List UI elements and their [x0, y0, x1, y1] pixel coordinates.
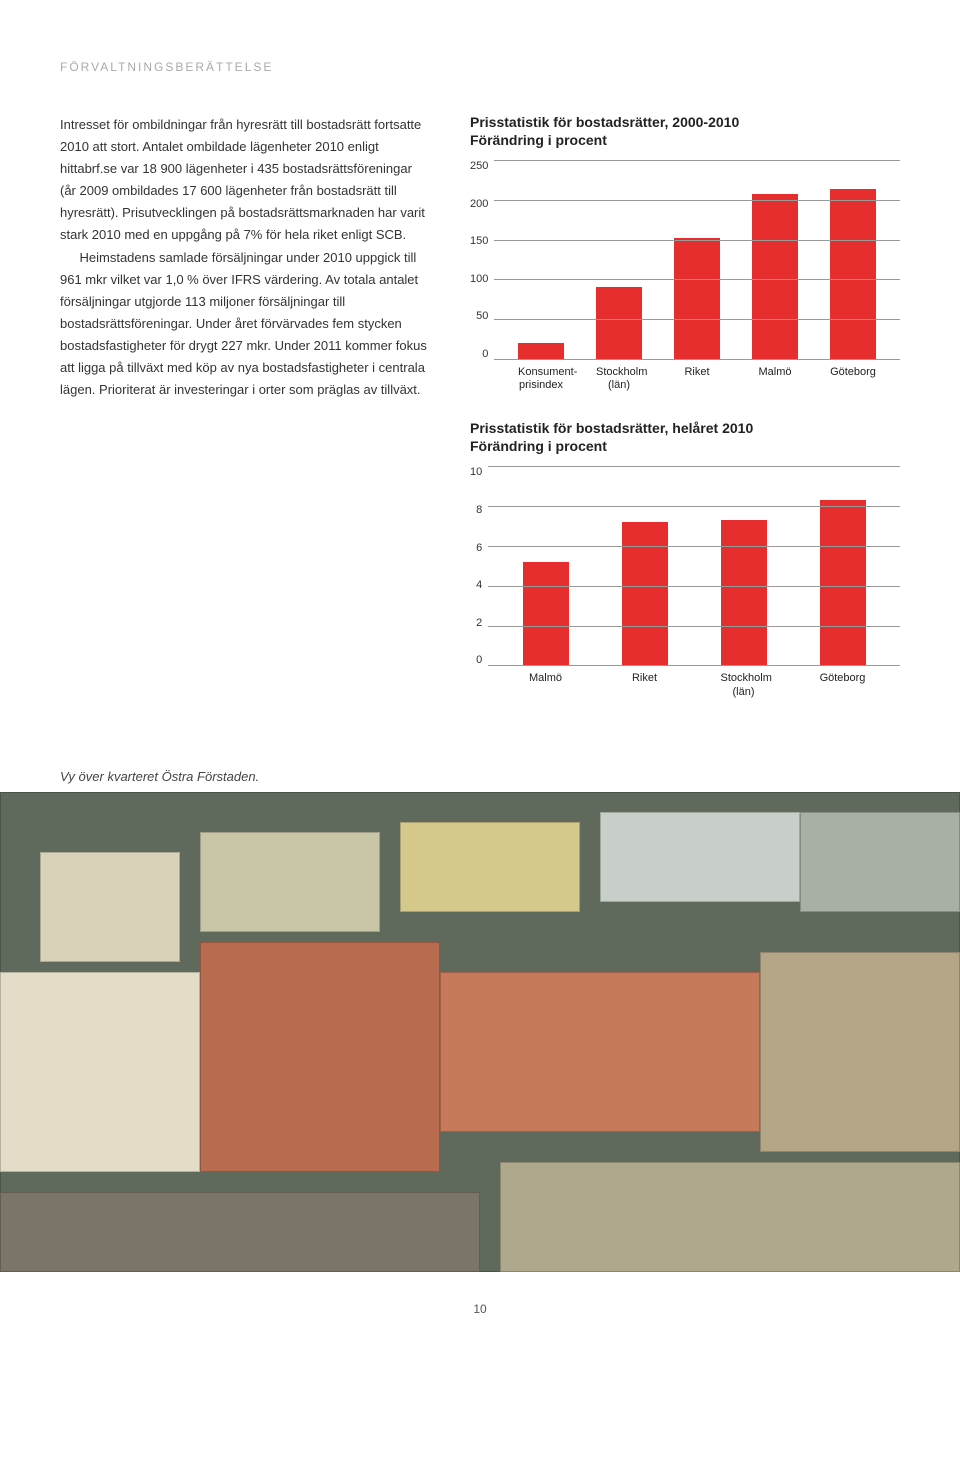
chart1-subtitle: Förändring i procent [470, 132, 900, 148]
bar [523, 562, 569, 665]
chart2-y-axis: 10 8 6 4 2 0 [470, 466, 488, 666]
bar [830, 189, 876, 359]
y-tick-label: 6 [476, 542, 482, 554]
photo-caption: Vy över kvarteret Östra Förstaden. [60, 769, 960, 784]
x-tick-label: Göteborg [820, 672, 866, 698]
chart-2000-2010: Prisstatistik för bostadsrätter, 2000-20… [470, 114, 900, 392]
y-tick-label: 4 [476, 579, 482, 591]
body-paragraph: Intresset för ombildningar från hyresrät… [60, 114, 430, 247]
bar [518, 343, 564, 359]
y-tick-label: 200 [470, 198, 488, 210]
building-block [440, 972, 760, 1132]
bar [721, 520, 767, 665]
building-block [200, 832, 380, 932]
y-tick-label: 10 [470, 466, 482, 478]
building-block [0, 972, 200, 1172]
aerial-photo [0, 792, 960, 1272]
building-block [0, 1192, 480, 1272]
chart1-plot [494, 160, 900, 360]
x-tick-label: Malmö [752, 366, 798, 392]
y-tick-label: 250 [470, 160, 488, 172]
chart2-subtitle: Förändring i procent [470, 438, 900, 454]
gridline [488, 466, 900, 467]
bar [596, 287, 642, 359]
x-tick-label: Stockholm (län) [721, 672, 767, 698]
building-block [200, 942, 440, 1172]
bar [674, 238, 720, 359]
x-tick-label: Konsument- prisindex [518, 366, 564, 392]
chart1-title: Prisstatistik för bostadsrätter, 2000-20… [470, 114, 900, 130]
gridline [488, 586, 900, 587]
gridline [488, 546, 900, 547]
bar [752, 194, 798, 359]
building-block [800, 812, 960, 912]
gridline [488, 626, 900, 627]
y-tick-label: 8 [476, 504, 482, 516]
chart2-plot [488, 466, 900, 666]
charts-column: Prisstatistik för bostadsrätter, 2000-20… [470, 114, 900, 699]
bar [820, 500, 866, 665]
x-tick-label: Stockholm (län) [596, 366, 642, 392]
gridline [488, 506, 900, 507]
building-block [500, 1162, 960, 1272]
x-tick-label: Riket [622, 672, 668, 698]
chart2-bars [488, 466, 900, 665]
gridline [494, 240, 900, 241]
chart1-y-axis: 250 200 150 100 50 0 [470, 160, 494, 360]
chart1-x-axis: Konsument- prisindex Stockholm (län) Riket… [494, 360, 900, 392]
x-tick-label: Riket [674, 366, 720, 392]
gridline [494, 200, 900, 201]
section-header: FÖRVALTNINGSBERÄTTELSE [60, 60, 900, 74]
building-block [40, 852, 180, 962]
building-block [400, 822, 580, 912]
x-tick-label: Malmö [523, 672, 569, 698]
chart-2010: Prisstatistik för bostadsrätter, helåret… [470, 420, 900, 698]
bar [622, 522, 668, 665]
y-tick-label: 2 [476, 617, 482, 629]
y-tick-label: 0 [482, 348, 488, 360]
y-tick-label: 100 [470, 273, 488, 285]
chart1-bars [494, 160, 900, 359]
gridline [494, 319, 900, 320]
building-block [760, 952, 960, 1152]
gridline [494, 160, 900, 161]
page-number: 10 [0, 1302, 960, 1316]
y-tick-label: 150 [470, 235, 488, 247]
gridline [494, 279, 900, 280]
y-tick-label: 50 [476, 310, 488, 322]
chart2-title: Prisstatistik för bostadsrätter, helåret… [470, 420, 900, 436]
chart2-x-axis: Malmö Riket Stockholm (län) Göteborg [488, 666, 900, 698]
content-columns: Intresset för ombildningar från hyresrät… [60, 114, 900, 699]
body-text-column: Intresset för ombildningar från hyresrät… [60, 114, 430, 699]
y-tick-label: 0 [476, 654, 482, 666]
x-tick-label: Göteborg [830, 366, 876, 392]
body-paragraph: Heimstadens samlade försäljningar under … [60, 247, 430, 402]
building-block [600, 812, 800, 902]
